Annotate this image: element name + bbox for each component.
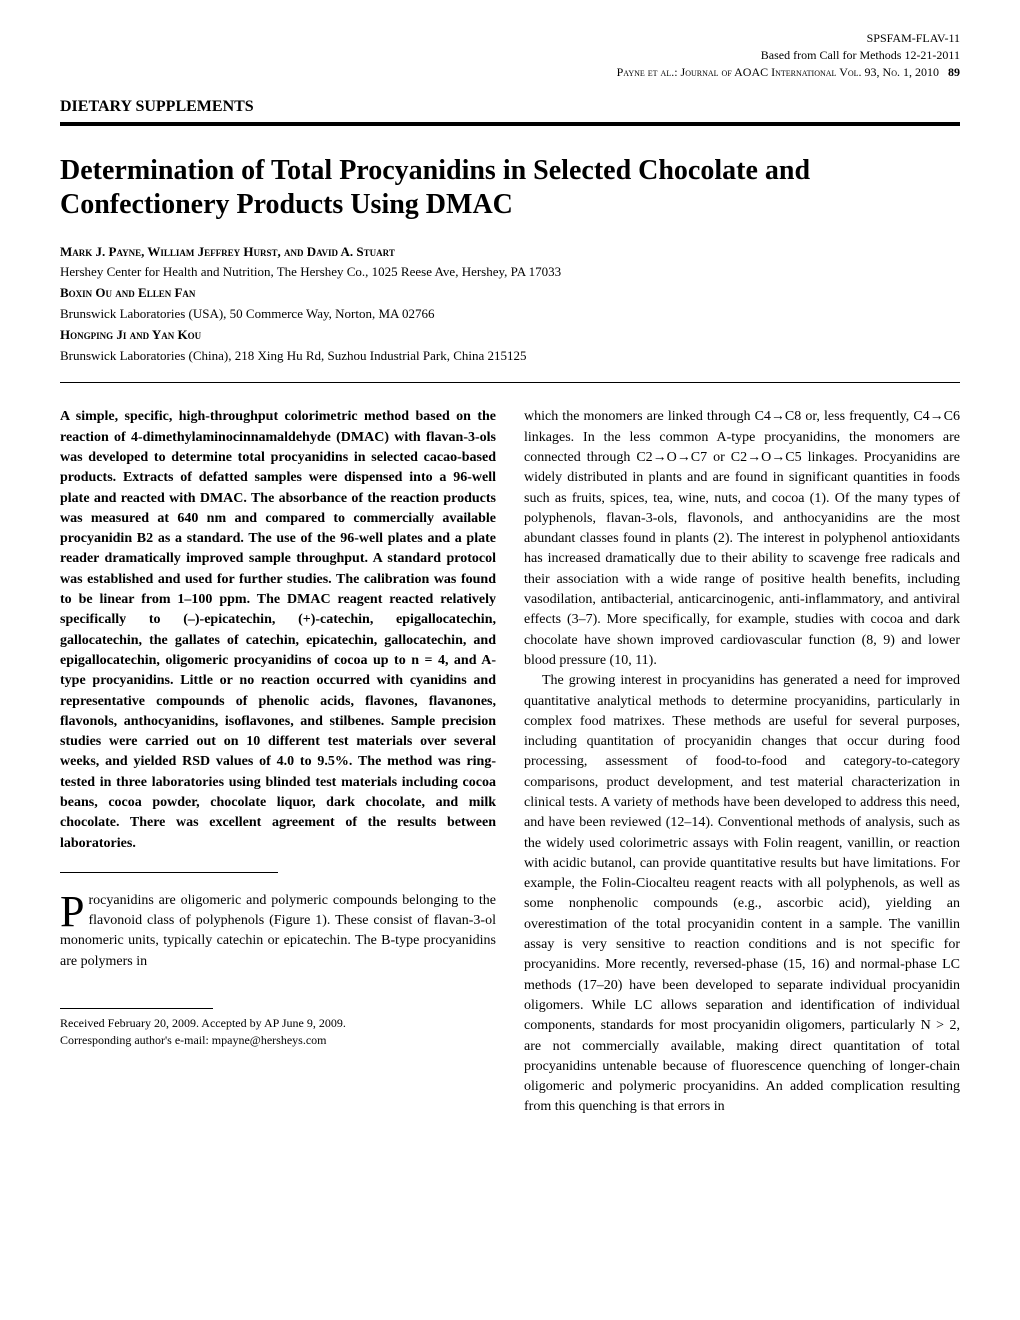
corresponding-author: Corresponding author's e-mail: mpayne@he…	[60, 1032, 496, 1049]
section-rule	[60, 122, 960, 126]
abstract-text: A simple, specific, high-throughput colo…	[60, 407, 496, 854]
two-column-layout: A simple, specific, high-throughput colo…	[60, 407, 960, 1117]
author-group-3: Hongping Ji and Yan Kou	[60, 327, 201, 342]
received-date: Received February 20, 2009. Accepted by …	[60, 1015, 496, 1032]
footnote-block: Received February 20, 2009. Accepted by …	[60, 1015, 496, 1049]
journal-line: Payne et al.: Journal of AOAC Internatio…	[60, 64, 960, 81]
footnote-rule	[60, 1008, 213, 1009]
author-group-1: Mark J. Payne, William Jeffrey Hurst, an…	[60, 244, 395, 259]
article-title: Determination of Total Procyanidins in S…	[60, 154, 960, 221]
call-for-methods: Based from Call for Methods 12-21-2011	[60, 47, 960, 64]
author-rule	[60, 382, 960, 383]
section-heading: DIETARY SUPPLEMENTS	[60, 98, 960, 116]
affiliation-2: Brunswick Laboratories (USA), 50 Commerc…	[60, 304, 960, 325]
body-paragraph-3: The growing interest in procyanidins has…	[524, 671, 960, 1118]
affiliation-3: Brunswick Laboratories (China), 218 Xing…	[60, 346, 960, 367]
authors-block: Mark J. Payne, William Jeffrey Hurst, an…	[60, 242, 960, 367]
affiliation-1: Hershey Center for Health and Nutrition,…	[60, 262, 960, 283]
intro-paragraph: Procyanidins are oligomeric and polymeri…	[60, 891, 496, 972]
author-group-2: Boxin Ou and Ellen Fan	[60, 285, 195, 300]
left-column: A simple, specific, high-throughput colo…	[60, 407, 496, 1117]
journal-citation: Payne et al.: Journal of AOAC Internatio…	[617, 65, 939, 79]
body-paragraph-2: which the monomers are linked through C4…	[524, 407, 960, 671]
page-number: 89	[948, 65, 960, 79]
header-meta: SPSFAM-FLAV-11 Based from Call for Metho…	[60, 30, 960, 80]
right-column: which the monomers are linked through C4…	[524, 407, 960, 1117]
doc-id: SPSFAM-FLAV-11	[60, 30, 960, 47]
abstract-rule	[60, 872, 278, 873]
